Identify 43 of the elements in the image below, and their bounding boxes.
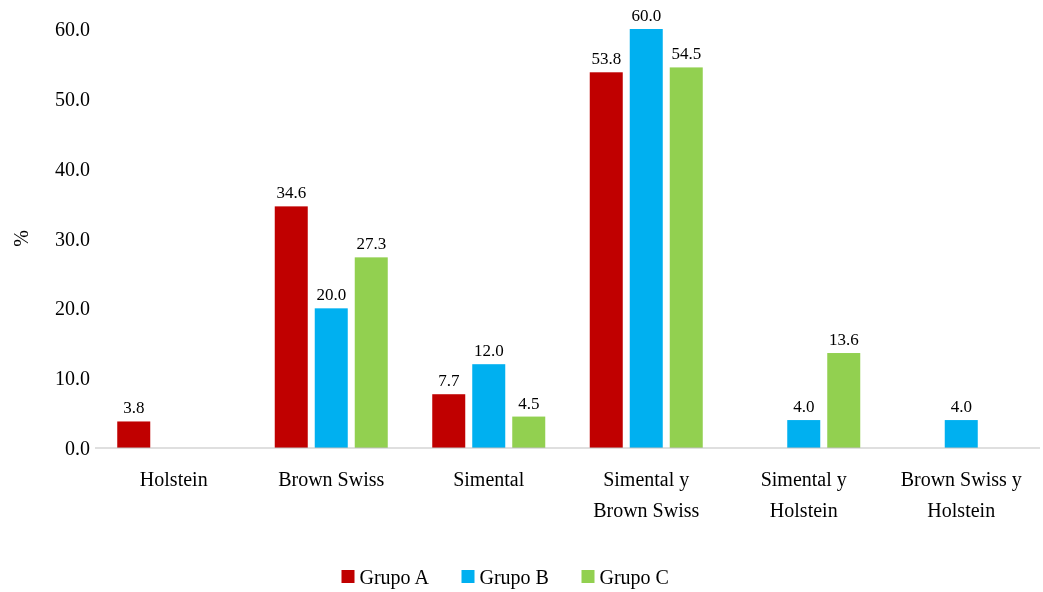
bar — [589, 72, 623, 448]
data-label: 34.6 — [276, 183, 307, 203]
y-axis-title: % — [10, 230, 32, 247]
y-tick-label: 50.0 — [55, 87, 90, 110]
bar — [354, 257, 388, 448]
data-label: 4.0 — [793, 397, 815, 417]
data-label: 13.6 — [828, 330, 859, 350]
bar — [944, 420, 978, 448]
data-label: 20.0 — [316, 285, 347, 305]
data-label: 53.8 — [591, 49, 622, 69]
data-label: 4.0 — [950, 397, 972, 417]
bar — [432, 394, 466, 448]
legend-label: Grupo A — [359, 566, 430, 589]
bar — [669, 67, 703, 448]
bar — [512, 416, 546, 448]
y-tick-label: 10.0 — [55, 367, 90, 390]
data-label: 3.8 — [123, 398, 145, 418]
legend-label: Grupo B — [479, 566, 549, 589]
bar — [787, 420, 821, 448]
x-tick-label: Simental y Brown Swiss — [593, 468, 700, 521]
y-tick-label: 0.0 — [65, 437, 90, 459]
x-tick-label: Holstein — [139, 468, 208, 490]
y-tick-label: 20.0 — [55, 297, 90, 320]
bar — [629, 29, 663, 448]
bar — [314, 308, 348, 448]
x-tick-label: Brown Swiss y Holstein — [900, 468, 1022, 521]
y-tick-label: 40.0 — [55, 157, 90, 180]
data-label: 60.0 — [631, 6, 662, 25]
bar — [472, 364, 506, 448]
bar — [827, 353, 861, 448]
x-tick-label: Brown Swiss — [278, 468, 385, 490]
data-label: 27.3 — [356, 234, 387, 254]
y-tick-label: 60.0 — [55, 18, 90, 40]
data-label: 12.0 — [473, 341, 504, 361]
x-tick-label: Simental y Holstein — [760, 468, 847, 521]
data-label: 54.5 — [671, 44, 702, 64]
y-tick-label: 30.0 — [55, 227, 90, 250]
x-tick-label: Simental — [453, 468, 525, 490]
data-label: 4.5 — [518, 393, 540, 413]
data-label: 7.7 — [438, 371, 460, 391]
legend-label: Grupo C — [599, 566, 669, 589]
bar — [274, 206, 308, 448]
bar — [117, 421, 151, 448]
